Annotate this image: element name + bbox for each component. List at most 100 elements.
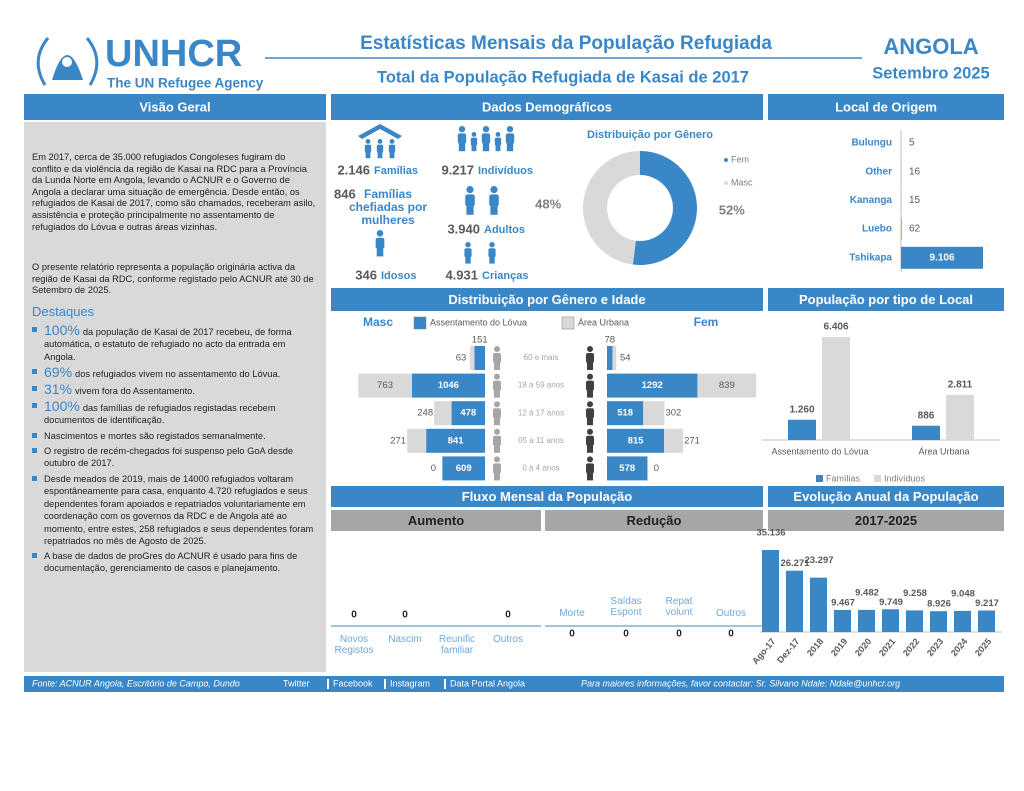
value-label: 9.258	[903, 588, 927, 599]
value-label: 6.406	[823, 322, 848, 333]
highlight-item: A base de dados de proGres do ACNUR é us…	[32, 550, 316, 575]
side-label: Masc	[363, 315, 393, 329]
category-label: Bulungu	[851, 138, 892, 149]
icon-body	[586, 380, 594, 391]
icon-legs	[376, 247, 384, 257]
icon	[364, 139, 372, 159]
icon-body	[493, 408, 501, 419]
icon-body	[364, 144, 372, 153]
report-subtitle: Total da População Refugiada de Kasai de…	[377, 68, 749, 86]
value-label: 1046	[438, 380, 459, 391]
value-label: 1.260	[789, 404, 814, 415]
donut-label: 52%	[719, 203, 745, 218]
footer-link[interactable]: Data Portal Angola	[450, 678, 525, 688]
org-tagline: The UN Refugee Agency	[107, 76, 264, 91]
stat-value: 846	[334, 186, 356, 201]
value-label: 248	[417, 408, 433, 419]
footer-link[interactable]: Facebook	[333, 678, 373, 688]
bar-masc-urban	[470, 346, 475, 370]
icon	[493, 401, 501, 426]
icon	[481, 125, 491, 152]
legend-swatch	[724, 158, 728, 162]
flow-category: Novos Registos	[334, 634, 374, 656]
icon-legs	[458, 142, 466, 152]
legend-label: Indivíduos	[884, 473, 926, 483]
bar	[834, 609, 851, 632]
icon-legs	[587, 389, 593, 398]
icon-head	[494, 428, 500, 435]
flow-value: 0	[402, 610, 408, 621]
x-tick-label: Dez-17	[775, 636, 801, 665]
icon-legs	[494, 472, 500, 481]
stat-value: 2.146	[337, 162, 370, 177]
highlight-item: Desde meados de 2019, mais de 14000 refu…	[32, 473, 316, 547]
icon	[464, 242, 472, 264]
footer-link[interactable]: Twitter	[283, 678, 310, 688]
stat-label: Famílias chefiadas por mulheres	[348, 187, 428, 227]
section-heading: Redução	[627, 513, 682, 528]
highlight-text: Nascimentos e mortes são registados sema…	[44, 431, 266, 441]
value-label: 62	[909, 224, 921, 235]
section-heading: Evolução Anual da População	[793, 489, 978, 504]
value-label: 78	[604, 335, 615, 346]
stat-label: Crianças	[482, 270, 528, 282]
side-label: Fem	[694, 315, 719, 329]
highlight-text: da população de Kasai de 2017 recebeu, d…	[44, 327, 292, 362]
bar	[912, 425, 940, 440]
stat-value: 9.217	[441, 162, 474, 177]
bar-fem-settlement	[607, 401, 644, 426]
icon-head	[494, 346, 500, 352]
legend-swatch	[724, 181, 728, 185]
overview-paragraph: O presente relatório representa a popula…	[32, 262, 314, 296]
bar-fem-settlement	[607, 428, 665, 453]
icon-body	[465, 194, 475, 207]
bar	[788, 419, 816, 440]
icon-head	[466, 186, 474, 194]
icon-legs	[494, 389, 500, 398]
icon-legs	[489, 256, 495, 264]
icon-head	[490, 186, 498, 194]
donut-slice	[632, 151, 698, 265]
section-header	[768, 288, 1004, 311]
icon-head	[587, 346, 593, 352]
icon-head	[587, 428, 593, 435]
age-label: 18 a 59 anos	[518, 381, 564, 390]
icon	[586, 401, 594, 426]
bullet	[32, 476, 37, 481]
value-label: 8.926	[927, 599, 951, 610]
x-tick-label: 2018	[805, 636, 826, 658]
value-label: 5	[909, 138, 915, 149]
footer-link[interactable]: Instagram	[390, 678, 430, 688]
highlight-text: Desde meados de 2019, mais de 14000 refu…	[44, 474, 314, 547]
icon	[586, 346, 594, 370]
value-label: 839	[719, 380, 735, 391]
highlight-item: 100% da população de Kasai de 2017 recebe…	[32, 322, 316, 363]
icon-head	[465, 242, 471, 248]
icon-head	[494, 456, 500, 463]
section-header	[331, 510, 541, 531]
section-heading: 2017-2025	[855, 513, 917, 528]
age-label: 12 à 17 anos	[518, 408, 564, 417]
flow-category: Repat volunt	[665, 596, 693, 618]
highlight-emphasis: 69%	[44, 364, 73, 380]
stat-value: 3.940	[447, 221, 480, 236]
bullet	[32, 448, 37, 453]
icon-legs	[587, 417, 593, 426]
legend-swatch	[561, 316, 575, 330]
bar-masc-settlement	[411, 373, 485, 398]
icon	[376, 139, 384, 159]
value-label: 271	[684, 435, 700, 446]
icon-head	[389, 139, 395, 144]
stat-label: Adultos	[484, 224, 525, 236]
value-label: 518	[617, 408, 633, 419]
value-label: 763	[377, 380, 393, 391]
icon-head	[494, 373, 500, 380]
icon-body	[376, 144, 384, 153]
icon-head	[377, 139, 383, 144]
highlight-emphasis: 100%	[44, 322, 80, 338]
icon	[488, 242, 496, 264]
section-heading: Distribuição por Gênero e Idade	[448, 292, 645, 307]
footer-bar	[24, 676, 1004, 692]
icon-body	[493, 353, 501, 363]
highlight-item: Nascimentos e mortes são registados sema…	[32, 430, 316, 442]
